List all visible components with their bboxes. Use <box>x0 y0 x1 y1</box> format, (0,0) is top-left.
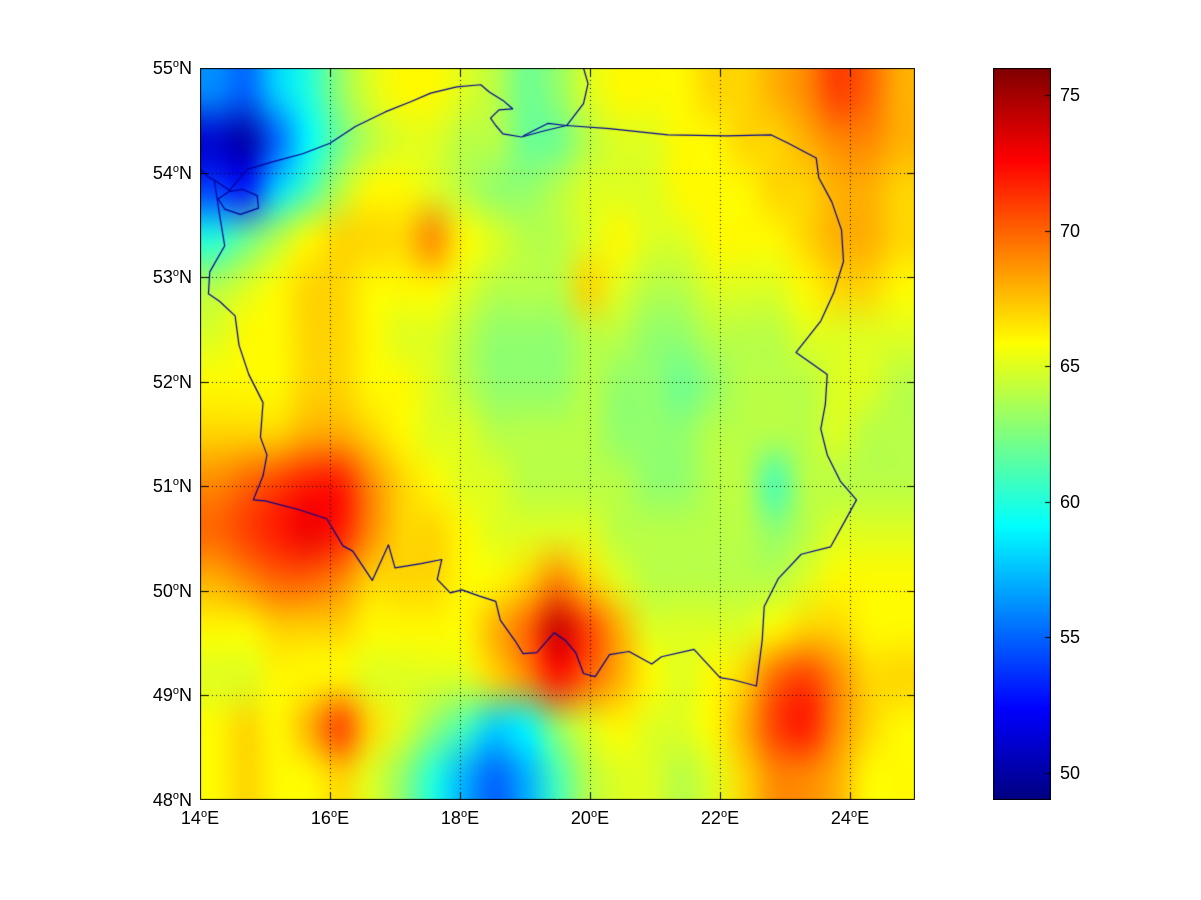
y-tick-label-51N: 51oN <box>152 476 192 497</box>
y-tick-label-55N: 55oN <box>152 58 192 78</box>
colorbar-tick-label-70: 70 <box>1060 220 1081 241</box>
colorbar-tick-label-65: 65 <box>1060 356 1081 377</box>
x-tick-label-14E: 14oE <box>180 808 220 828</box>
y-tick-label-52N: 52oN <box>152 371 192 392</box>
colorbar-tick-label-75: 75 <box>1060 85 1081 106</box>
y-tick-label-48N: 48oN <box>152 790 192 810</box>
colorbar-canvas <box>993 68 1051 800</box>
heatmap-canvas <box>200 68 915 800</box>
x-tick-label-20E: 20oE <box>570 808 610 828</box>
x-tick-label-22E: 22oE <box>700 808 740 828</box>
colorbar-tick-label-55: 55 <box>1060 627 1081 648</box>
y-tick-label-53N: 53oN <box>152 267 192 288</box>
y-tick-label-50N: 50oN <box>152 580 192 601</box>
colorbar-tick-label-60: 60 <box>1060 491 1081 512</box>
colorbar-tick-label-50: 50 <box>1060 762 1081 783</box>
y-tick-label-49N: 49oN <box>152 685 192 706</box>
x-tick-label-24E: 24oE <box>830 808 870 828</box>
y-tick-label-54N: 54oN <box>152 162 192 183</box>
x-tick-label-18E: 18oE <box>440 808 480 828</box>
x-tick-label-16E: 16oE <box>310 808 350 828</box>
